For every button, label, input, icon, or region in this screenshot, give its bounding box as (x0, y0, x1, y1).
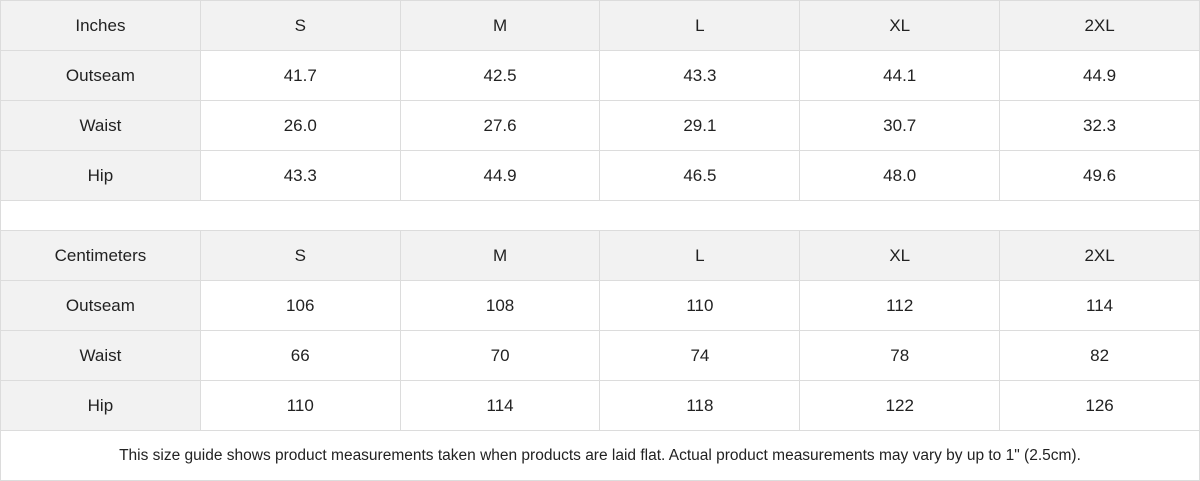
table-row-waist: Waist 26.0 27.6 29.1 30.7 32.3 (0, 100, 1200, 151)
row-label: Outseam (0, 280, 201, 331)
measurement-cell: 70 (399, 330, 601, 381)
size-header-xl: XL (799, 230, 1001, 281)
measurement-cell: 43.3 (599, 50, 801, 101)
measurement-cell: 26.0 (199, 100, 401, 151)
measurement-cell: 110 (199, 380, 401, 431)
measurement-cell: 44.9 (399, 150, 601, 201)
size-guide-note: This size guide shows product measuremen… (0, 430, 1200, 481)
size-header-m: M (399, 230, 601, 281)
measurement-cell: 118 (599, 380, 801, 431)
measurement-cell: 42.5 (399, 50, 601, 101)
size-header-m: M (399, 0, 601, 51)
measurement-cell: 106 (199, 280, 401, 331)
measurement-cell: 74 (599, 330, 801, 381)
measurement-cell: 66 (199, 330, 401, 381)
size-header-l: L (599, 230, 801, 281)
row-label: Hip (0, 150, 201, 201)
measurement-cell: 82 (999, 330, 1200, 381)
measurement-cell: 48.0 (799, 150, 1001, 201)
measurement-cell: 108 (399, 280, 601, 331)
measurement-cell: 30.7 (799, 100, 1001, 151)
measurement-cell: 41.7 (199, 50, 401, 101)
table-row-outseam: Outseam 41.7 42.5 43.3 44.1 44.9 (0, 50, 1200, 101)
table-row-outseam: Outseam 106 108 110 112 114 (0, 280, 1200, 331)
measurement-cell: 78 (799, 330, 1001, 381)
note-row: This size guide shows product measuremen… (0, 430, 1200, 481)
measurement-cell: 49.6 (999, 150, 1200, 201)
measurement-cell: 126 (999, 380, 1200, 431)
row-label: Waist (0, 330, 201, 381)
measurement-cell: 112 (799, 280, 1001, 331)
header-row: Inches S M L XL 2XL (0, 0, 1200, 51)
table-spacer (0, 200, 1200, 231)
size-header-2xl: 2XL (999, 0, 1200, 51)
measurement-cell: 46.5 (599, 150, 801, 201)
table-row-waist: Waist 66 70 74 78 82 (0, 330, 1200, 381)
measurement-cell: 32.3 (999, 100, 1200, 151)
measurement-cell: 122 (799, 380, 1001, 431)
size-header-l: L (599, 0, 801, 51)
measurement-cell: 114 (999, 280, 1200, 331)
measurement-cell: 43.3 (199, 150, 401, 201)
table-row-hip: Hip 43.3 44.9 46.5 48.0 49.6 (0, 150, 1200, 201)
measurement-cell: 114 (399, 380, 601, 431)
spacer-cell (0, 200, 1200, 231)
measurement-cell: 110 (599, 280, 801, 331)
header-row: Centimeters S M L XL 2XL (0, 230, 1200, 281)
measurement-cell: 29.1 (599, 100, 801, 151)
size-header-2xl: 2XL (999, 230, 1200, 281)
row-label: Waist (0, 100, 201, 151)
measurement-cell: 44.9 (999, 50, 1200, 101)
unit-header: Centimeters (0, 230, 201, 281)
unit-header: Inches (0, 0, 201, 51)
size-header-s: S (199, 0, 401, 51)
measurement-cell: 44.1 (799, 50, 1001, 101)
table-row-hip: Hip 110 114 118 122 126 (0, 380, 1200, 431)
row-label: Outseam (0, 50, 201, 101)
row-label: Hip (0, 380, 201, 431)
size-header-xl: XL (799, 0, 1001, 51)
measurement-cell: 27.6 (399, 100, 601, 151)
size-header-s: S (199, 230, 401, 281)
